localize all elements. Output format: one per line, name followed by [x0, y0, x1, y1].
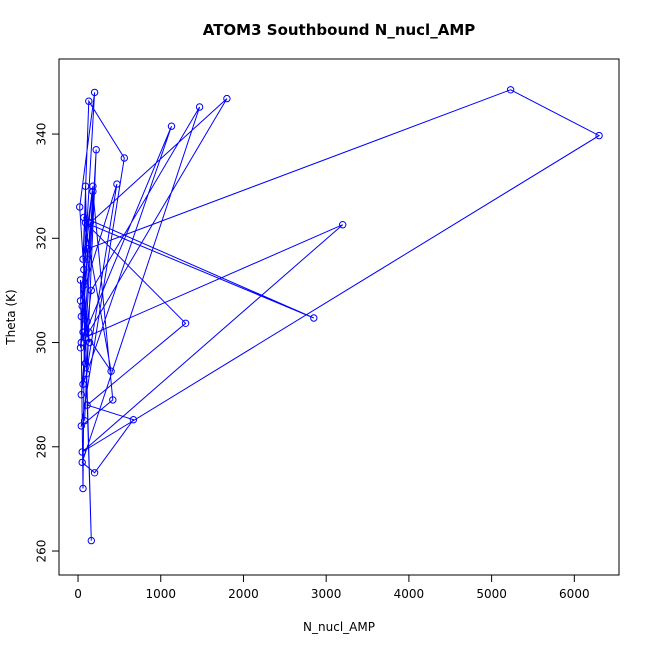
data-point [78, 458, 86, 467]
data-point [85, 97, 93, 105]
plot-frame [58, 58, 620, 576]
data-point [83, 318, 91, 326]
data-point [77, 312, 86, 321]
data-point [79, 255, 87, 263]
data-point [87, 536, 96, 545]
data-point [181, 319, 190, 327]
y-axis: 260 280 300 320 340 [35, 123, 60, 563]
data-point [76, 276, 85, 284]
data-point [84, 245, 92, 253]
data-point [195, 103, 204, 111]
data-point [81, 333, 90, 341]
data-point [76, 297, 85, 305]
y-tick-label: 300 [35, 331, 49, 354]
data-point [83, 401, 91, 409]
data-point [79, 380, 87, 388]
x-tick-label: 4000 [394, 587, 425, 601]
points-layer [76, 86, 603, 545]
data-point [595, 131, 603, 140]
series-line [79, 89, 601, 541]
data-point [167, 122, 176, 130]
data-point [76, 203, 84, 211]
data-point [77, 391, 86, 399]
x-tick-label: 0 [74, 587, 82, 601]
data-point [80, 265, 88, 274]
data-point [310, 314, 318, 322]
y-tick-label: 320 [35, 227, 49, 250]
data-point [90, 88, 99, 97]
data-point [89, 187, 97, 196]
data-point [81, 359, 90, 368]
data-point [83, 255, 91, 263]
y-tick-label: 260 [35, 540, 49, 563]
x-axis: 0 1000 2000 3000 4000 5000 6000 [74, 574, 590, 601]
data-point [109, 396, 117, 404]
data-point [85, 338, 94, 347]
data-point [77, 338, 86, 347]
y-axis-label: Theta (K) [4, 289, 18, 345]
data-point [78, 302, 86, 310]
data-point [77, 422, 86, 430]
data-point [85, 328, 93, 336]
data-point [81, 182, 90, 190]
data-point [80, 213, 88, 222]
x-tick-label: 1000 [145, 587, 176, 601]
x-tick-label: 6000 [559, 587, 590, 601]
series-layer [79, 89, 601, 541]
y-tick-label: 340 [35, 123, 49, 146]
x-tick-label: 5000 [476, 587, 507, 601]
data-point [92, 146, 100, 154]
data-point [80, 281, 88, 289]
x-tick-label: 2000 [228, 587, 259, 601]
data-point [113, 180, 121, 188]
data-point [81, 219, 90, 227]
data-point [76, 344, 85, 352]
data-point [80, 417, 89, 425]
x-tick-label: 3000 [311, 587, 342, 601]
data-point [87, 286, 96, 295]
data-point [86, 219, 95, 227]
x-axis-label: N_nucl_AMP [303, 620, 375, 634]
data-point [90, 469, 99, 477]
data-point [78, 448, 86, 456]
data-point [506, 86, 515, 94]
data-point [107, 367, 115, 375]
data-point [80, 328, 89, 336]
data-point [120, 154, 129, 162]
data-point [79, 484, 87, 493]
data-point [129, 416, 138, 424]
data-point [82, 370, 91, 378]
data-point [223, 94, 231, 103]
chart-title: ATOM3 Southbound N_nucl_AMP [203, 21, 475, 39]
y-tick-label: 280 [35, 435, 49, 458]
data-point [89, 182, 97, 190]
data-point [339, 221, 347, 229]
